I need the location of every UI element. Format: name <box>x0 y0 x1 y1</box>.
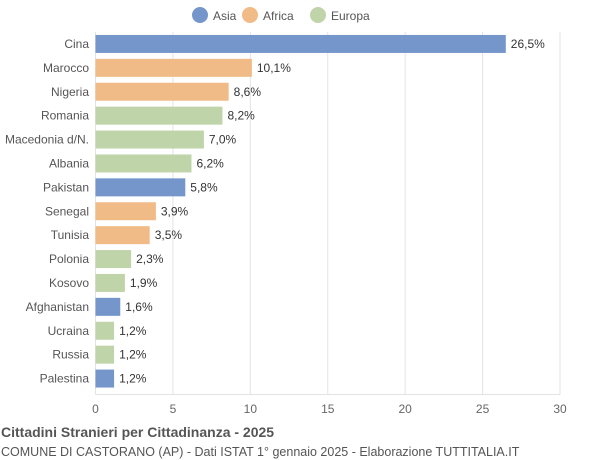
legend-label-africa: Africa <box>263 9 294 23</box>
bar-afghanistan <box>95 297 121 316</box>
bar-pakistan <box>95 178 186 197</box>
data-label: 1,9% <box>130 276 158 290</box>
category-label: Russia <box>52 348 89 362</box>
data-label: 8,2% <box>227 109 255 123</box>
bar-marocco <box>95 58 252 77</box>
legend-marker-europa <box>310 7 326 23</box>
x-tick-label: 20 <box>398 402 412 416</box>
category-label: Marocco <box>43 61 89 75</box>
category-label: Polonia <box>49 252 89 266</box>
x-tick-label: 5 <box>170 402 177 416</box>
data-label: 1,6% <box>125 300 153 314</box>
legend-marker-africa <box>242 7 258 23</box>
data-label: 3,5% <box>155 228 183 242</box>
bar-polonia <box>95 250 132 269</box>
legend-label-europa: Europa <box>331 9 370 23</box>
bar-palestina <box>95 369 115 388</box>
data-label: 26,5% <box>511 37 545 51</box>
bar-romania <box>95 106 223 125</box>
category-label: Kosovo <box>49 276 89 290</box>
category-label: Romania <box>41 109 89 123</box>
category-label: Senegal <box>45 204 89 218</box>
category-label: Afghanistan <box>26 300 89 314</box>
data-label: 6,2% <box>196 156 224 170</box>
chart-subtitle: COMUNE DI CASTORANO (AP) - Dati ISTAT 1°… <box>1 445 520 459</box>
data-label: 3,9% <box>161 204 189 218</box>
legend-marker-asia <box>192 7 208 23</box>
chart-title: Cittadini Stranieri per Cittadinanza - 2… <box>1 424 275 440</box>
category-label: Albania <box>49 156 89 170</box>
category-label: Nigeria <box>51 85 89 99</box>
bar-albania <box>95 154 192 173</box>
x-tick-label: 25 <box>476 402 490 416</box>
bar-nigeria <box>95 82 229 101</box>
bar-cina <box>95 34 506 53</box>
bar-ucraina <box>95 321 115 340</box>
category-label: Ucraina <box>48 324 90 338</box>
data-label: 1,2% <box>119 348 147 362</box>
bar-tunisia <box>95 226 150 245</box>
category-label: Macedonia d/N. <box>5 133 89 147</box>
data-label: 5,8% <box>190 180 218 194</box>
x-tick-label: 10 <box>244 402 258 416</box>
data-label: 1,2% <box>119 372 147 386</box>
category-label: Palestina <box>40 372 90 386</box>
data-label: 1,2% <box>119 324 147 338</box>
bar-russia <box>95 345 115 364</box>
legend-label-asia: Asia <box>213 9 237 23</box>
data-label: 10,1% <box>257 61 291 75</box>
x-tick-label: 0 <box>92 402 99 416</box>
data-label: 2,3% <box>136 252 164 266</box>
x-tick-label: 30 <box>553 402 567 416</box>
bar-macedonia-d-n- <box>95 130 204 149</box>
category-label: Tunisia <box>51 228 90 242</box>
bar-kosovo <box>95 273 125 292</box>
category-label: Cina <box>64 37 89 51</box>
data-label: 7,0% <box>209 133 237 147</box>
bar-chart: 0 5 10 15 20 25 30 Cina 26,5% Marocco 10,1% Nigeria… <box>5 7 567 416</box>
x-tick-label: 15 <box>321 402 335 416</box>
bar-senegal <box>95 202 156 221</box>
data-label: 8,6% <box>234 85 262 99</box>
category-label: Pakistan <box>43 180 89 194</box>
